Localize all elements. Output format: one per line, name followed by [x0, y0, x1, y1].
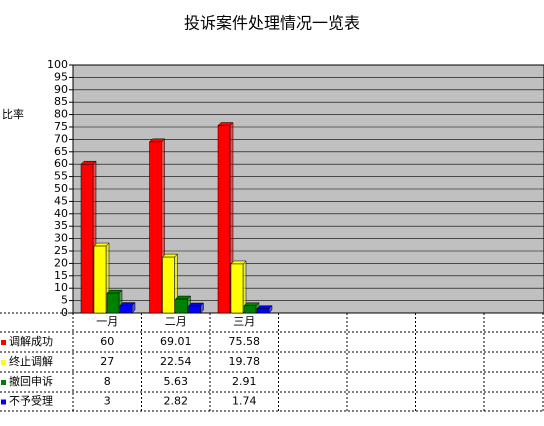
bar [119, 305, 133, 314]
bar [93, 245, 107, 314]
bar [256, 308, 270, 314]
y-tick-label: 65 [54, 145, 68, 158]
y-tick-label: 60 [54, 157, 68, 170]
legend-label: 不予受理 [9, 395, 53, 408]
legend-label: 终止调解 [9, 354, 53, 368]
table-value: 8 [104, 375, 111, 388]
bar [80, 163, 94, 314]
table-value: 19.78 [229, 355, 261, 368]
table-value: 2.91 [232, 375, 257, 388]
y-tick-label: 55 [54, 170, 68, 183]
y-tick-label: 50 [54, 182, 68, 195]
bar [217, 125, 231, 314]
bar-top [119, 302, 136, 306]
bar-top [217, 122, 234, 126]
legend-swatch [1, 399, 6, 405]
bar [175, 298, 188, 314]
legend-label: 调解成功 [9, 334, 53, 348]
table-value: 1.74 [232, 395, 257, 408]
y-tick-label: 45 [54, 194, 68, 207]
table-value: 22.54 [160, 355, 192, 368]
legend-swatch [1, 380, 6, 385]
bar-top [106, 289, 123, 294]
bar-top [161, 253, 179, 258]
bar-top [243, 302, 260, 307]
x-tick-label: 三月 [233, 315, 255, 328]
bar-top [174, 295, 192, 300]
bar [230, 263, 244, 314]
table-value: 2.82 [164, 395, 189, 408]
y-tick-label: 85 [54, 95, 68, 108]
legend-swatch [1, 340, 6, 345]
table-value: 5.63 [164, 375, 189, 388]
bar-top [148, 138, 166, 143]
y-tick-label: 80 [54, 108, 68, 121]
table-value: 3 [104, 395, 111, 408]
bar [243, 305, 257, 314]
y-tick-label: 100 [47, 58, 68, 71]
bar [106, 292, 120, 314]
table-value: 75.58 [229, 335, 261, 348]
y-tick-label: 75 [54, 120, 68, 133]
bar-top [256, 305, 273, 309]
y-tick-label: 20 [54, 256, 68, 269]
bar [162, 256, 175, 314]
y-tick-label: 30 [54, 232, 68, 245]
x-tick-label: 二月 [165, 315, 187, 328]
table-value: 27 [100, 355, 114, 368]
bar-top [93, 242, 110, 247]
y-tick-label: 5 [61, 294, 68, 307]
bar [149, 141, 162, 314]
y-tick-label: 15 [54, 269, 68, 282]
y-tick-label: 95 [54, 70, 68, 83]
y-tick-label: 10 [54, 281, 68, 294]
y-axis-label: 比率 [2, 107, 24, 121]
y-tick-label: 90 [54, 83, 68, 96]
bar [188, 305, 201, 314]
table-value: 69.01 [160, 335, 192, 348]
bar-top [80, 160, 97, 165]
legend-label: 撤回申诉 [9, 374, 53, 388]
y-tick-label: 70 [54, 132, 68, 145]
y-tick-label: 25 [54, 244, 68, 257]
x-tick-label: 一月 [96, 315, 118, 328]
table-value: 60 [100, 335, 114, 348]
y-tick-label: 40 [54, 207, 68, 220]
y-tick-label: 35 [54, 219, 68, 232]
bar-top [187, 302, 205, 307]
legend-swatch [1, 360, 6, 365]
chart-title: 投诉案件处理情况一览表 [184, 14, 360, 33]
bar-top [230, 260, 247, 265]
